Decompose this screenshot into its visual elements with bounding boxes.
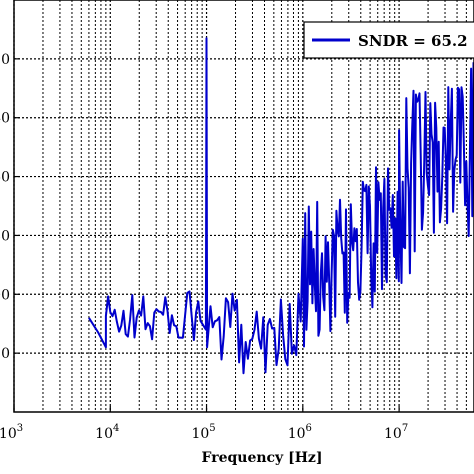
x-tick-label: 104: [95, 423, 119, 442]
plot-area-frame: [13, 0, 474, 413]
series-lines: [88, 37, 474, 375]
x-tick-label: 107: [384, 423, 408, 442]
series-line-0: [88, 37, 474, 375]
legend-label: SNDR = 65.2: [358, 32, 468, 50]
x-tick-label: 105: [191, 423, 215, 442]
x-tick-label: 106: [288, 423, 312, 442]
x-axis-label: Frequency [Hz]: [202, 450, 323, 466]
legend: SNDR = 65.2: [303, 21, 474, 59]
y-tick-label: -100: [0, 287, 10, 303]
axis-ticks: 103 104 105 106 107 -20 -40 -60 -80 -100 -120: [0, 52, 408, 442]
x-tick-label: 103: [0, 423, 23, 442]
y-tick-label: -80: [0, 228, 10, 244]
y-tick-label: -20: [0, 52, 10, 68]
y-tick-label: -40: [0, 111, 10, 127]
y-tick-label: -120: [0, 346, 10, 362]
grid-lines: [13, 0, 474, 412]
y-tick-label: -60: [0, 170, 10, 186]
